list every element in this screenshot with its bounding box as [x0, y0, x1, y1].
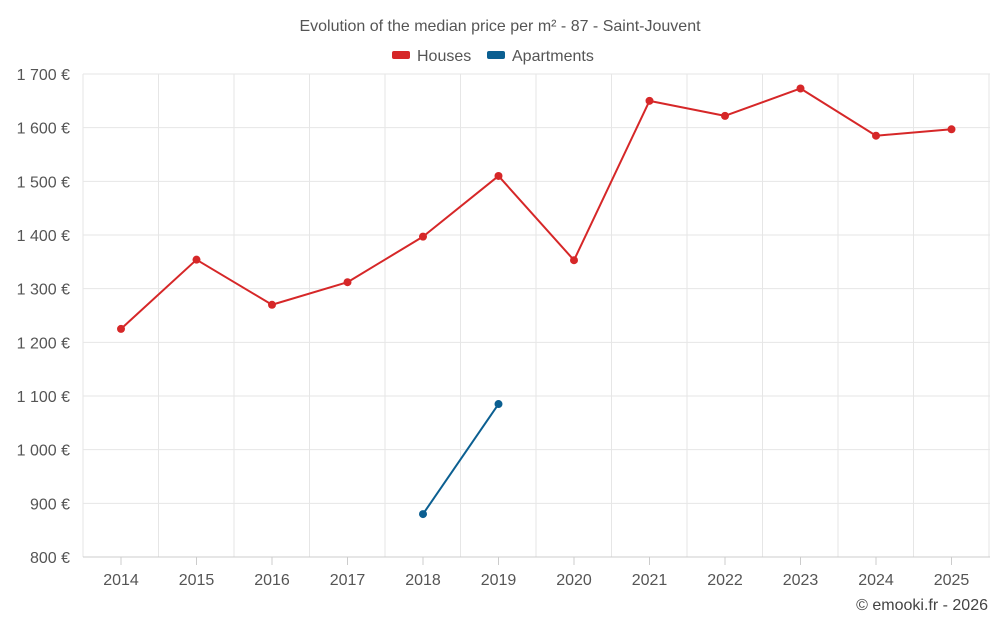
data-point-houses[interactable] [419, 232, 427, 241]
data-point-houses[interactable] [721, 111, 729, 120]
legend: Houses Apartments [392, 48, 594, 65]
data-point-houses[interactable] [872, 131, 880, 140]
x-tick-label: 2020 [556, 572, 592, 589]
y-tick-label: 1 100 € [17, 389, 70, 406]
x-tick-label: 2019 [481, 572, 517, 589]
data-point-houses[interactable] [947, 125, 956, 134]
y-tick-label: 1 400 € [17, 228, 70, 245]
grid [82, 73, 990, 557]
data-point-houses[interactable] [570, 256, 578, 265]
data-point-houses[interactable] [494, 171, 503, 180]
legend-label-houses: Houses [417, 48, 471, 65]
x-tick-label: 2022 [707, 572, 743, 589]
legend-label-apartments: Apartments [512, 48, 594, 65]
x-tick-label: 2018 [405, 572, 441, 589]
y-tick-label: 900 € [30, 496, 70, 513]
x-tick-label: 2025 [934, 572, 970, 589]
y-tick-label: 1 000 € [17, 443, 70, 460]
legend-swatch-apartments [487, 51, 505, 59]
x-tick-label: 2017 [330, 572, 366, 589]
data-point-houses[interactable] [796, 84, 805, 93]
series-line-houses [120, 87, 952, 330]
series-line-apartments [422, 403, 500, 515]
data-point-houses[interactable] [192, 255, 201, 264]
chart-title: Evolution of the median price per m² - 8… [299, 18, 701, 35]
data-point-houses[interactable] [343, 278, 352, 287]
data-point-houses[interactable] [117, 324, 125, 333]
legend-item-apartments[interactable]: Apartments [487, 48, 594, 65]
data-point-apartments[interactable] [419, 510, 427, 519]
y-tick-label: 1 700 € [17, 67, 70, 84]
data-point-houses[interactable] [645, 96, 654, 105]
data-point-apartments[interactable] [494, 400, 503, 409]
credit-text: © emooki.fr - 2026 [856, 597, 988, 614]
legend-item-houses[interactable]: Houses [392, 48, 471, 65]
data-point-houses[interactable] [268, 300, 276, 309]
y-tick-label: 1 500 € [17, 174, 70, 191]
series [117, 84, 956, 519]
x-tick-label: 2014 [103, 572, 139, 589]
x-tick-label: 2016 [254, 572, 290, 589]
x-tick-label: 2023 [783, 572, 819, 589]
x-tick-label: 2021 [632, 572, 668, 589]
x-tick-label: 2015 [179, 572, 215, 589]
x-tick-label: 2024 [858, 572, 894, 589]
y-tick-label: 1 200 € [17, 335, 70, 352]
y-tick-label: 800 € [30, 550, 70, 567]
legend-swatch-houses [392, 51, 410, 59]
y-tick-label: 1 300 € [17, 282, 70, 299]
y-tick-label: 1 600 € [17, 121, 70, 138]
axes: 800 € 900 € 1 000 € 1 100 € 1 200 € 1 300 € 1 … [17, 67, 990, 589]
